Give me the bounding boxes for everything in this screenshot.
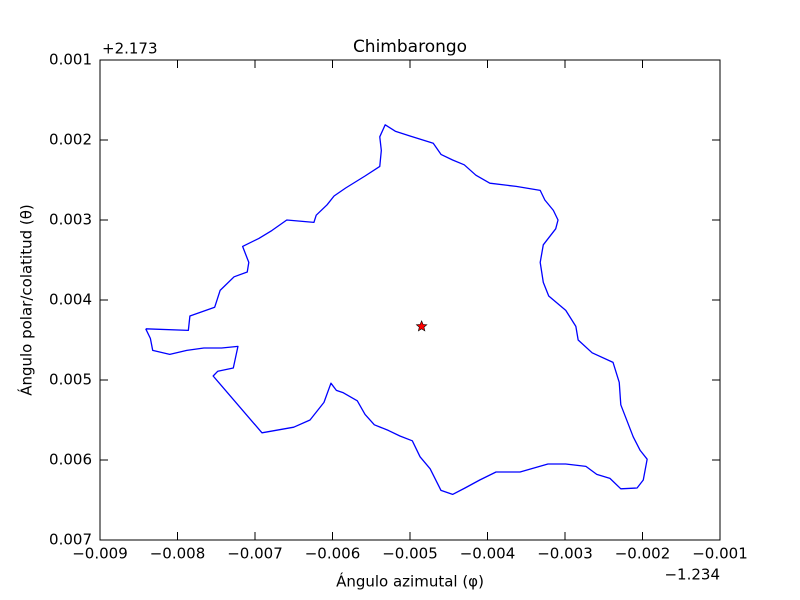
y-tick-label: 0.003 (49, 211, 92, 229)
x-axis-label: Ángulo azimutal (φ) (336, 572, 484, 591)
y-tick-label: 0.002 (49, 131, 92, 149)
y-tick-label: 0.001 (49, 51, 92, 69)
x-tick-label: −0.003 (537, 545, 593, 563)
x-tick-label: −0.008 (150, 545, 206, 563)
y-tick-label: 0.007 (49, 531, 92, 549)
y-tick-label: 0.006 (49, 451, 92, 469)
x-tick-label: −0.004 (460, 545, 516, 563)
outline-line (145, 124, 648, 496)
x-tick-label: −0.001 (692, 545, 748, 563)
chart-title: Chimbarongo (353, 37, 467, 57)
y-tick-label: 0.004 (49, 291, 92, 309)
x-tick-label: −0.005 (382, 545, 438, 563)
y-offset-label: +2.173 (102, 40, 158, 58)
x-tick-label: −0.007 (227, 545, 283, 563)
y-axis-label: Ángulo polar/colatitud (θ) (17, 204, 36, 396)
star-marker (415, 320, 428, 332)
plot-frame (99, 59, 721, 541)
y-tick-label: 0.005 (49, 371, 92, 389)
x-tick-label: −0.002 (615, 545, 671, 563)
x-tick-label: −0.009 (72, 545, 128, 563)
x-offset-label: −1.234 (664, 566, 720, 584)
x-tick-label: −0.006 (305, 545, 361, 563)
